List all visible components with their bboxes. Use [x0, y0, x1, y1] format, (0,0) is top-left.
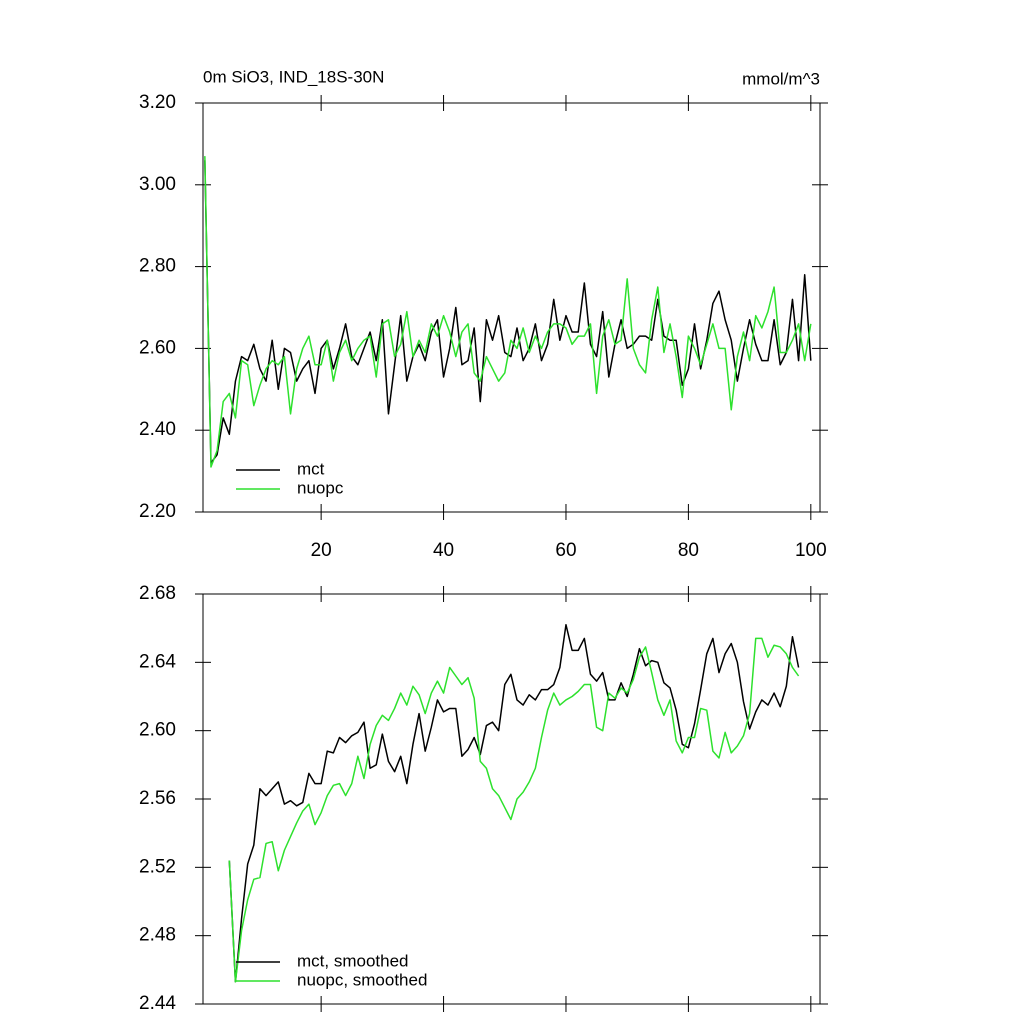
legend-label: mct, smoothed	[297, 951, 409, 970]
units-label: mmol/m^3	[742, 69, 820, 88]
series-line	[228, 624, 800, 983]
series-line	[228, 637, 800, 983]
series-line	[204, 160, 812, 464]
y-tick-label: 2.56	[139, 788, 176, 809]
series-line	[204, 156, 812, 468]
legend-label: nuopc, smoothed	[297, 970, 427, 989]
y-tick-label: 3.20	[139, 92, 176, 113]
chart-title: 0m SiO3, IND_18S-30N	[203, 67, 384, 86]
y-tick-label: 2.48	[139, 925, 176, 946]
x-tick-label: 100	[795, 540, 827, 561]
y-tick-label: 2.52	[139, 856, 176, 877]
legend-label: mct	[297, 459, 325, 478]
legend-label: nuopc	[297, 478, 344, 497]
plot-frame	[202, 102, 821, 513]
y-tick-label: 2.68	[139, 583, 176, 604]
x-tick-label: 20	[311, 540, 332, 561]
x-tick-label: 80	[678, 540, 699, 561]
y-tick-label: 2.44	[139, 993, 176, 1014]
y-tick-label: 2.60	[139, 337, 176, 358]
x-tick-label: 40	[433, 540, 454, 561]
x-tick-label: 60	[555, 540, 576, 561]
y-tick-label: 2.40	[139, 419, 176, 440]
y-tick-label: 2.80	[139, 256, 176, 277]
plot-frame	[202, 593, 821, 1005]
y-tick-label: 3.00	[139, 174, 176, 195]
y-tick-label: 2.64	[139, 651, 176, 672]
y-tick-label: 2.60	[139, 720, 176, 741]
y-tick-label: 2.20	[139, 501, 176, 522]
